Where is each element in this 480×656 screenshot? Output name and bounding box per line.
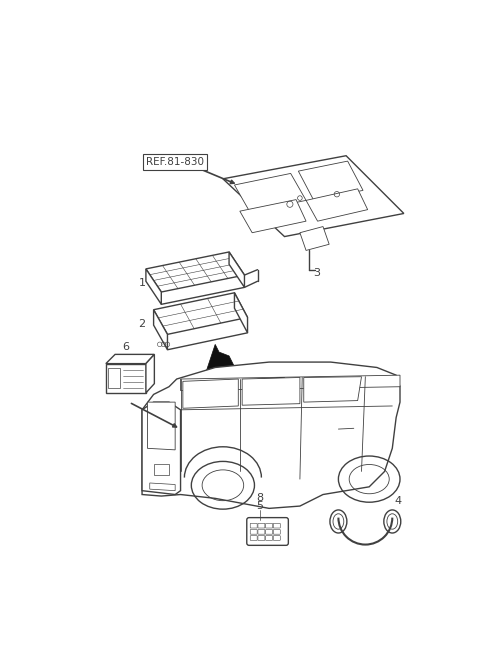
Polygon shape	[304, 377, 361, 402]
Polygon shape	[183, 379, 238, 408]
Polygon shape	[154, 310, 168, 350]
Polygon shape	[154, 293, 248, 335]
Text: 6: 6	[122, 342, 130, 352]
Polygon shape	[204, 344, 244, 390]
Polygon shape	[147, 402, 175, 450]
Text: 2: 2	[139, 319, 145, 329]
Polygon shape	[234, 293, 248, 333]
Text: 3: 3	[313, 268, 320, 277]
Polygon shape	[258, 377, 285, 387]
Text: 4: 4	[394, 496, 401, 506]
Polygon shape	[146, 269, 161, 304]
Polygon shape	[180, 375, 400, 390]
Polygon shape	[299, 161, 363, 200]
Polygon shape	[229, 252, 244, 287]
Text: 1: 1	[139, 277, 145, 288]
Polygon shape	[150, 483, 175, 491]
Polygon shape	[146, 252, 244, 292]
Polygon shape	[108, 368, 120, 388]
Polygon shape	[223, 155, 404, 237]
Text: REF.81-830: REF.81-830	[146, 157, 204, 167]
Polygon shape	[106, 363, 146, 393]
Polygon shape	[142, 362, 400, 508]
Polygon shape	[234, 173, 306, 212]
Polygon shape	[106, 354, 155, 363]
Polygon shape	[142, 402, 180, 495]
Polygon shape	[306, 189, 368, 221]
Text: 5: 5	[256, 501, 264, 511]
Polygon shape	[242, 377, 300, 405]
Polygon shape	[240, 199, 306, 233]
Text: 8: 8	[256, 493, 264, 502]
Polygon shape	[154, 464, 169, 475]
Polygon shape	[300, 226, 329, 251]
Polygon shape	[146, 354, 155, 393]
